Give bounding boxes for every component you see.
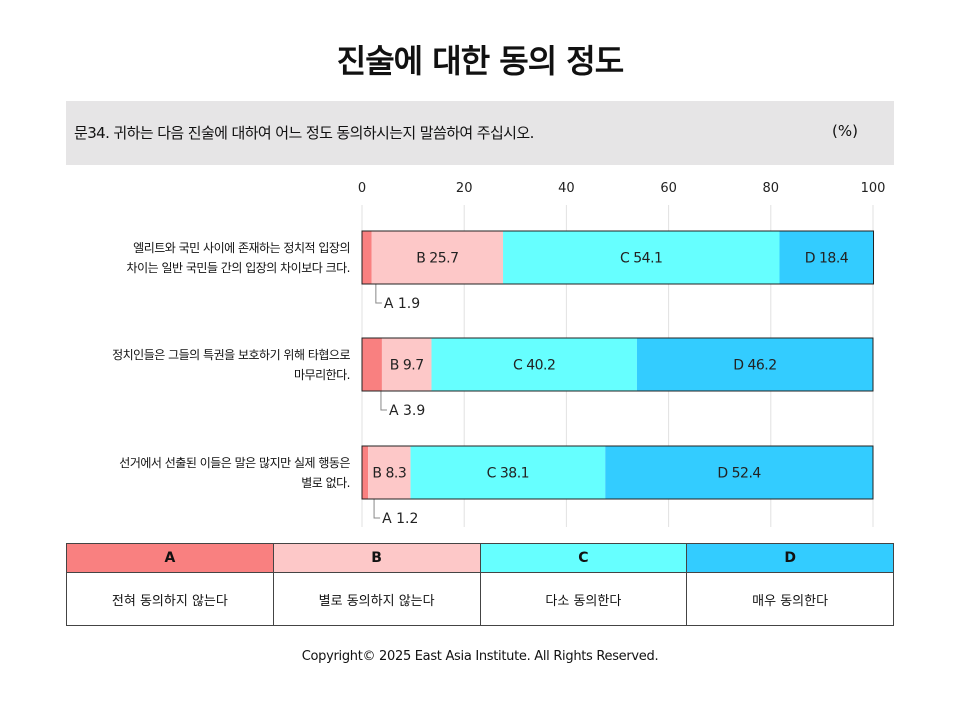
x-tick-label: 40 — [558, 181, 575, 196]
bar-segment-a — [362, 446, 369, 499]
bar-segment-b — [371, 231, 504, 284]
bar-segment-b — [368, 446, 411, 499]
bar-segment-d — [779, 231, 874, 284]
leader-line — [375, 284, 382, 304]
leader-line — [380, 391, 387, 411]
data-label-a: A 1.2 — [382, 511, 418, 527]
data-label-d: D 46.2 — [733, 358, 776, 374]
copyright-footer: Copyright© 2025 East Asia Institute. All… — [301, 649, 659, 664]
data-label-b: B 25.7 — [416, 251, 458, 267]
x-tick-label: 0 — [358, 181, 366, 196]
bar-outline — [361, 230, 875, 285]
data-label-d: D 52.4 — [717, 466, 761, 482]
category-label-line: 엘리트와 국민 사이에 존재하는 정치적 입장의 — [133, 240, 350, 255]
unit-label: (%) — [832, 122, 858, 140]
question-text: 문34. 귀하는 다음 진술에 대하여 어느 정도 동의하시는지 말씀하여 주십… — [74, 124, 534, 142]
page-title: 진술에 대한 동의 정도 — [336, 42, 624, 80]
stacked-bar-chart: 0 20 40 60 80 100 A 1.9 B 25.7 C 54.1 D 18.4 A 3.9… — [358, 181, 886, 527]
legend-b-description: 별로 동의하지 않는다 — [272, 572, 481, 626]
bar-outline — [361, 337, 874, 392]
bar-segment-a — [362, 338, 382, 391]
leader-line — [373, 499, 381, 519]
bar-segment-a — [362, 231, 372, 284]
legend-c-description: 다소 동의한다 — [479, 572, 688, 626]
category-label-line: 별로 없다. — [301, 475, 350, 490]
legend-header-row: A B C D — [66, 543, 894, 573]
x-tick-label: 100 — [861, 181, 886, 196]
legend-a-description: 전혀 동의하지 않는다 — [66, 572, 274, 626]
data-label-b: B 9.7 — [390, 358, 424, 374]
legend-a-header: A — [66, 543, 274, 573]
bar-segment-d — [605, 446, 873, 499]
data-label-d: D 18.4 — [805, 251, 849, 267]
category-label-line: 선거에서 선출된 이들은 말은 많지만 실제 행동은 — [119, 455, 350, 470]
legend-description-row: 전혀 동의하지 않는다 별로 동의하지 않는다 다소 동의한다 매우 동의한다 — [66, 572, 894, 626]
data-label-a: A 3.9 — [389, 403, 425, 419]
legend-b-header: B — [272, 543, 481, 573]
data-label-c: C 54.1 — [620, 251, 662, 267]
legend-d-description: 매우 동의한다 — [686, 572, 894, 626]
question-box: 문34. 귀하는 다음 진술에 대하여 어느 정도 동의하시는지 말씀하여 주십… — [66, 101, 894, 165]
category-label-line: 정치인들은 그들의 특권을 보호하기 위해 타협으로 — [112, 347, 350, 362]
x-tick-label: 80 — [763, 181, 780, 196]
category-label-line: 차이는 일반 국민들 간의 입장의 차이보다 크다. — [126, 260, 351, 275]
bar-segment-c — [503, 231, 780, 284]
bar-segment-c — [431, 338, 637, 391]
legend-d-header: D — [686, 543, 894, 573]
bar-segment-d — [636, 338, 873, 391]
data-label-b: B 8.3 — [372, 466, 406, 482]
bar-segment-c — [410, 446, 606, 499]
data-label-a: A 1.9 — [384, 296, 420, 312]
bar-outline — [361, 445, 874, 500]
x-tick-label: 20 — [456, 181, 473, 196]
bar-segment-b — [381, 338, 432, 391]
legend-c-header: C — [479, 543, 688, 573]
x-tick-label: 60 — [660, 181, 677, 196]
legend-table: A B C D 전혀 동의하지 않는다 별로 동의하지 않는다 다소 동의한다 … — [66, 543, 894, 626]
data-label-c: C 40.2 — [513, 358, 555, 374]
data-label-c: C 38.1 — [487, 466, 529, 482]
category-label-line: 마무리한다. — [293, 367, 351, 382]
